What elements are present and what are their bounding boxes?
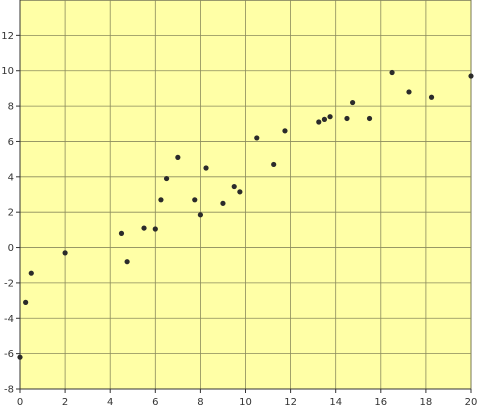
y-tick-label: 6: [8, 137, 14, 148]
y-tick-label: 10: [1, 66, 14, 77]
data-point: [271, 161, 277, 168]
data-point: [237, 189, 243, 195]
x-tick-label: 20: [465, 397, 478, 408]
data-point: [321, 116, 328, 122]
data-point: [17, 354, 23, 360]
x-tick-label: 12: [284, 397, 297, 408]
y-tick-label: 0: [8, 243, 14, 254]
data-point: [344, 115, 350, 122]
data-point: [163, 175, 170, 182]
data-point: [62, 250, 68, 256]
y-tick-label: 12: [1, 31, 14, 42]
x-tick-label: 14: [329, 397, 342, 408]
x-tick-label: 16: [374, 397, 387, 408]
data-point: [152, 226, 158, 232]
x-tick-label: 2: [62, 397, 68, 408]
data-point: [197, 212, 203, 218]
data-point: [231, 183, 237, 190]
data-point: [23, 299, 29, 305]
data-point: [389, 69, 395, 76]
data-point: [327, 114, 333, 120]
x-axis: 0 2 4 6 8 10 12 14 16 18 20: [17, 388, 478, 408]
x-tick-label: 8: [197, 397, 203, 408]
data-point: [282, 128, 288, 134]
y-tick-label: -6: [4, 349, 14, 360]
data-point: [28, 270, 34, 276]
y-axis: -8 -6 -4 -2 0 2 4 6 8 10 12: [1, 0, 21, 396]
y-tick-label: -2: [4, 278, 14, 289]
data-point: [175, 154, 181, 160]
data-point: [220, 200, 226, 206]
y-tick-label: -8: [4, 385, 14, 396]
data-point: [316, 119, 322, 125]
data-point: [350, 99, 356, 106]
y-tick-label: 2: [8, 208, 14, 219]
data-point: [203, 165, 209, 171]
x-tick-label: 0: [17, 397, 23, 408]
x-tick-label: 18: [420, 397, 433, 408]
y-tick-label: 4: [8, 172, 14, 183]
data-points: [17, 69, 474, 360]
data-point: [468, 73, 474, 79]
y-tick-label: 8: [8, 102, 14, 113]
data-point: [254, 135, 260, 141]
data-point: [124, 259, 130, 265]
data-point: [366, 115, 373, 122]
data-point: [141, 225, 147, 231]
x-tick-label: 6: [152, 397, 158, 408]
data-point: [406, 89, 412, 95]
grid-lines: [19, 0, 472, 390]
y-tick-label: -4: [4, 314, 14, 325]
data-point: [158, 197, 164, 203]
data-point: [118, 230, 125, 236]
data-point: [428, 94, 435, 100]
x-tick-label: 10: [239, 397, 252, 408]
data-point: [192, 197, 198, 203]
x-tick-label: 4: [107, 397, 113, 408]
